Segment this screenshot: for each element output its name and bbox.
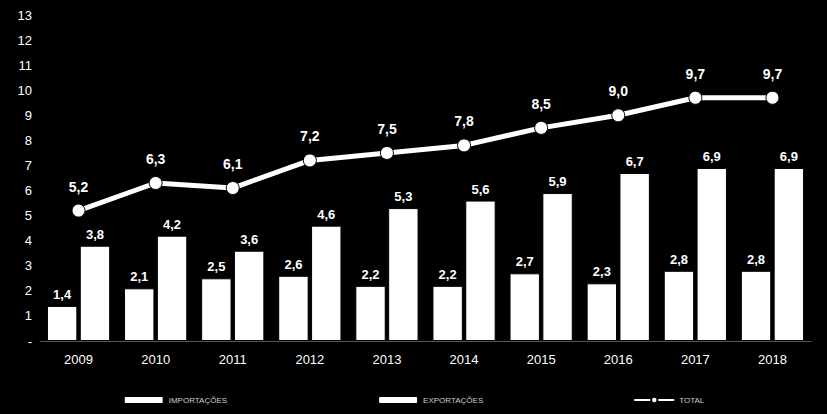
svg-text:5,6: 5,6 [471,182,489,197]
svg-text:5,9: 5,9 [549,174,567,189]
svg-text:2018: 2018 [758,352,787,367]
svg-text:6,1: 6,1 [223,156,243,172]
svg-text:2,2: 2,2 [439,267,457,282]
svg-text:9,7: 9,7 [763,66,783,82]
svg-text:2,7: 2,7 [516,254,534,269]
svg-text:8,5: 8,5 [531,96,551,112]
svg-text:9,7: 9,7 [686,66,706,82]
svg-text:6,9: 6,9 [703,149,721,164]
svg-text:4: 4 [25,233,32,248]
svg-text:2014: 2014 [450,352,479,367]
svg-text:2009: 2009 [64,352,93,367]
svg-text:10: 10 [18,83,32,98]
svg-text:2,2: 2,2 [361,267,379,282]
svg-text:13: 13 [18,8,32,23]
svg-text:-: - [28,334,32,349]
svg-text:2015: 2015 [527,352,556,367]
svg-text:7,2: 7,2 [300,128,320,144]
svg-text:3: 3 [25,258,32,273]
svg-text:6,9: 6,9 [780,149,798,164]
svg-text:4,2: 4,2 [163,217,181,232]
svg-text:6: 6 [25,183,32,198]
svg-text:2,3: 2,3 [593,264,611,279]
svg-text:11: 11 [19,58,33,73]
svg-text:8: 8 [25,133,32,148]
svg-text:2,8: 2,8 [670,252,688,267]
svg-text:1,4: 1,4 [53,287,72,302]
svg-text:4,6: 4,6 [317,207,335,222]
svg-text:12: 12 [18,33,32,48]
svg-text:2017: 2017 [681,352,710,367]
svg-text:TOTAL: TOTAL [679,396,705,405]
svg-text:7,8: 7,8 [454,113,474,129]
svg-text:2011: 2011 [219,352,247,367]
svg-text:9,0: 9,0 [609,83,629,99]
svg-text:2012: 2012 [295,352,324,367]
svg-text:EXPORTAÇÕES: EXPORTAÇÕES [423,396,483,405]
svg-text:5,2: 5,2 [69,179,89,195]
svg-text:3,6: 3,6 [240,232,258,247]
svg-text:5,3: 5,3 [394,189,412,204]
svg-text:2016: 2016 [604,352,633,367]
svg-text:2010: 2010 [141,352,170,367]
svg-text:7: 7 [25,158,32,173]
svg-text:2013: 2013 [372,352,401,367]
svg-text:5: 5 [25,208,32,223]
svg-text:9: 9 [25,108,32,123]
svg-text:2,8: 2,8 [747,252,765,267]
svg-text:6,3: 6,3 [146,151,166,167]
svg-text:2,1: 2,1 [130,269,148,284]
svg-text:7,5: 7,5 [377,121,397,137]
svg-text:2,5: 2,5 [207,259,225,274]
svg-text:IMPORTAÇÕES: IMPORTAÇÕES [169,396,227,405]
svg-text:2,6: 2,6 [284,257,302,272]
svg-text:1: 1 [25,308,32,323]
svg-text:3,8: 3,8 [86,227,104,242]
svg-text:2: 2 [25,283,32,298]
svg-text:6,7: 6,7 [626,154,644,169]
